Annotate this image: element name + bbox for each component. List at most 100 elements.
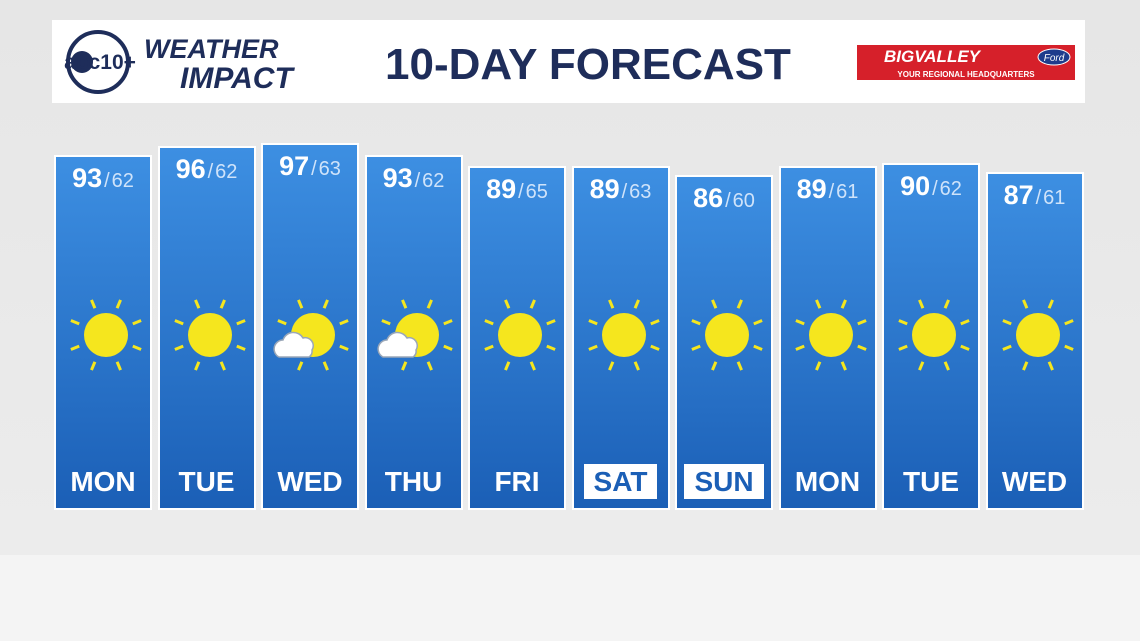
weather-icon: [173, 299, 246, 371]
sun-ray: [400, 299, 407, 309]
day-name: THU: [384, 466, 443, 497]
sun-ray: [235, 319, 246, 326]
sun-ray: [1063, 319, 1074, 326]
sun-ray: [219, 299, 226, 309]
sun-ray: [297, 361, 304, 371]
low-temp: 63: [629, 181, 652, 204]
logo-dot: [71, 51, 93, 73]
day-column: 89/63 SAT: [571, 166, 670, 510]
low-temp: 62: [111, 169, 134, 192]
low-temp: 62: [939, 178, 962, 201]
day-name: WED: [277, 466, 343, 497]
sun-ray: [193, 361, 200, 371]
high-temp: 97: [279, 151, 310, 181]
high-temp: 89: [486, 174, 517, 205]
separator: /: [518, 181, 524, 204]
sun-ray: [546, 344, 556, 351]
low-temp: 62: [215, 160, 238, 183]
sun-ray: [856, 319, 867, 326]
logo-ring: [66, 30, 130, 94]
sun-ray: [794, 344, 805, 351]
sun: [601, 312, 646, 357]
sun-ray: [898, 344, 908, 351]
day-label: FRI: [470, 466, 564, 498]
sun-ray: [711, 361, 718, 371]
sun-ray: [546, 319, 556, 326]
day-name: TUE: [903, 466, 959, 497]
separator: /: [104, 169, 110, 192]
sun-ray: [173, 344, 184, 351]
day-column: 89/65 FRI: [468, 166, 566, 510]
temps: 89/63: [574, 174, 668, 205]
high-temp: 89: [796, 174, 827, 205]
day-column: 89/61 MON: [778, 166, 877, 510]
sun-ray: [529, 299, 536, 309]
sun-ray: [70, 319, 80, 326]
sun-ray: [219, 361, 226, 371]
day-label: SAT: [574, 464, 668, 499]
day-column: 93/62 MON: [54, 154, 152, 510]
sun-ray: [1047, 361, 1054, 371]
ford-oval: [1037, 48, 1071, 66]
sun-ray: [840, 299, 847, 309]
sun-ray: [711, 299, 718, 309]
sun-ray: [339, 344, 349, 351]
weather-icon: [484, 299, 556, 371]
sun-ray: [132, 319, 142, 326]
sun-ray: [943, 299, 950, 309]
sponsor: BIGVALLEY: [884, 47, 982, 66]
sun-ray: [840, 361, 847, 371]
sun: [705, 313, 749, 357]
header-art: abc10+ WEATHER IMPACT 10-DAY FORECAST BI…: [64, 30, 1075, 95]
day-column: 90/62 TUE: [882, 163, 980, 510]
weather-icon: [587, 299, 660, 371]
sun-ray: [484, 344, 494, 351]
temps: 93/62: [56, 163, 150, 194]
sun-ray: [814, 299, 821, 309]
day-name: FRI: [494, 466, 540, 497]
sun-ray: [649, 319, 660, 326]
sun-ray: [753, 319, 763, 326]
sun-ray: [380, 319, 391, 326]
sponsor-badge: Ford: [1044, 53, 1065, 64]
sun-ray: [90, 299, 97, 309]
temps: 89/61: [781, 174, 875, 205]
sun: [187, 312, 232, 357]
sponsor-bar: [857, 45, 1075, 68]
temps: 93/62: [367, 163, 461, 194]
low-temp: 60: [732, 190, 755, 212]
sun-ray: [633, 299, 640, 309]
sun-ray: [587, 319, 598, 326]
temps: 89/65: [470, 174, 564, 205]
sun-ray: [960, 344, 970, 351]
sun-ray: [918, 299, 925, 309]
separator: /: [414, 169, 421, 192]
sun: [1015, 312, 1060, 357]
sun-ray: [132, 344, 142, 351]
sun-ray: [898, 319, 908, 326]
sun-ray: [442, 319, 453, 326]
day-column: 87/61 WED: [985, 172, 1084, 510]
sun-ray: [1021, 299, 1028, 309]
sun-ray: [856, 344, 867, 351]
cloud: [376, 331, 418, 358]
day-column: 96/62 TUE: [157, 145, 256, 510]
separator: /: [932, 178, 938, 201]
day-column: 97/63 WED: [261, 143, 359, 510]
high-temp: 90: [900, 171, 931, 202]
sun-ray: [1001, 344, 1012, 351]
day-label: WED: [988, 466, 1082, 498]
sun: [808, 312, 853, 357]
low-temp: 63: [318, 158, 341, 180]
sun-ray: [649, 344, 660, 351]
sun-ray: [339, 319, 349, 326]
temps: 90/62: [884, 171, 978, 202]
day-name: SAT: [583, 464, 658, 499]
sun-ray: [115, 361, 122, 371]
sun-ray: [794, 319, 805, 326]
sun-ray: [235, 344, 246, 351]
weather-icon: [1001, 299, 1074, 371]
low-temp: 61: [836, 181, 859, 204]
temps: 96/62: [160, 154, 254, 185]
high-temp: 89: [589, 174, 620, 205]
